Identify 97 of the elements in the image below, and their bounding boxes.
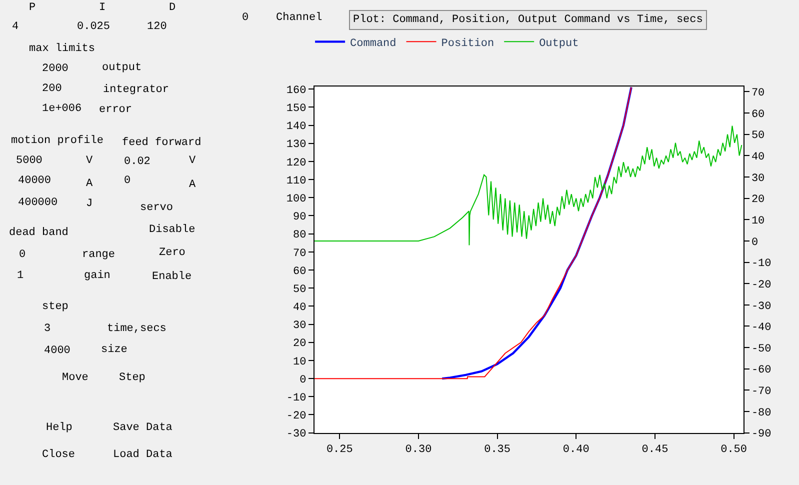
y-tick-label: 10 xyxy=(293,356,306,368)
x-tick-label: 0.45 xyxy=(642,444,668,456)
text: time,secs xyxy=(107,323,166,335)
text: 4 xyxy=(12,21,19,33)
y-tick-label: 90 xyxy=(293,212,306,224)
legend-label: Command xyxy=(350,38,396,50)
text: V xyxy=(189,155,196,167)
text: Step xyxy=(119,372,146,384)
y-tick-label: 80 xyxy=(293,230,306,242)
legend-label: Position xyxy=(441,38,494,50)
text: gain xyxy=(84,270,110,282)
text: Enable xyxy=(152,271,192,283)
x-tick-label: 0.50 xyxy=(720,444,747,456)
text: motion profile xyxy=(11,135,104,147)
text: size xyxy=(101,344,128,356)
line-series xyxy=(441,86,632,380)
text: 4000 xyxy=(44,345,70,357)
y-tick-label: 140 xyxy=(286,121,306,134)
text: A xyxy=(189,179,196,191)
text: 200 xyxy=(42,83,62,95)
y2-tick-label: -60 xyxy=(751,364,772,377)
y-tick-label: 0 xyxy=(300,374,306,386)
text: range xyxy=(82,249,116,261)
y2-tick-label: 20 xyxy=(751,194,765,206)
y-tick-label: 50 xyxy=(293,284,306,296)
y2-tick-label: 0 xyxy=(751,236,758,249)
text: Disable xyxy=(149,224,196,236)
text: Help xyxy=(46,422,72,434)
text: 3 xyxy=(44,323,51,335)
text: 2000 xyxy=(42,63,68,75)
y-tick-label: 70 xyxy=(293,248,306,260)
text: 120 xyxy=(147,21,167,33)
text: 1e+006 xyxy=(42,103,82,115)
text: J xyxy=(86,198,93,210)
text: 1 xyxy=(17,270,24,282)
text: 5000 xyxy=(16,155,42,167)
y-tick-label: 150 xyxy=(286,103,306,116)
y-tick-label: -10 xyxy=(286,392,306,405)
text: dead band xyxy=(9,227,68,239)
y-tick-label: 120 xyxy=(286,157,306,170)
y2-tick-label: -80 xyxy=(751,407,772,420)
text: I xyxy=(99,2,106,14)
text: step xyxy=(42,301,68,313)
text: Load Data xyxy=(113,449,173,461)
y2-tick-label: -90 xyxy=(751,428,772,441)
text: 0 xyxy=(19,249,26,261)
x-tick-label: 0.25 xyxy=(326,444,353,456)
text: feed forward xyxy=(122,137,202,149)
chart-title: Plot: Command, Position, Output Command vs Time, secs xyxy=(353,14,703,26)
x-tick-label: 0.40 xyxy=(562,444,590,456)
text: Move xyxy=(62,372,88,384)
y2-tick-label: -40 xyxy=(751,322,772,334)
text: output xyxy=(102,62,142,74)
y-tick-label: -20 xyxy=(286,410,306,423)
text: A xyxy=(86,178,93,190)
y-tick-label: 160 xyxy=(286,84,306,97)
x-tick-label: 0.35 xyxy=(484,444,511,456)
text: error xyxy=(99,104,132,116)
y-tick-label: -30 xyxy=(286,428,306,441)
text: max limits xyxy=(29,43,96,55)
y2-tick-label: 40 xyxy=(751,152,765,164)
text: Channel xyxy=(276,12,322,24)
text: 400000 xyxy=(18,197,58,209)
y2-tick-label: -50 xyxy=(751,343,772,356)
x-tick-label: 0.30 xyxy=(405,444,432,456)
legend-label: Output xyxy=(539,38,579,50)
text: Zero xyxy=(159,247,186,259)
y2-tick-label: 10 xyxy=(751,215,765,228)
text: 40000 xyxy=(18,175,52,187)
text: 0 xyxy=(124,175,131,187)
text: Save Data xyxy=(113,422,173,434)
y2-tick-label: 50 xyxy=(751,130,765,142)
text: V xyxy=(86,155,93,167)
y2-tick-label: 70 xyxy=(751,88,765,100)
y2-tick-label: -20 xyxy=(751,279,772,292)
text: D xyxy=(169,2,176,14)
y-tick-label: 100 xyxy=(286,193,306,206)
line-series xyxy=(314,125,742,246)
text: 0.025 xyxy=(77,21,110,33)
y-tick-label: 40 xyxy=(293,302,306,314)
y2-tick-label: -30 xyxy=(751,300,772,313)
y-tick-label: 20 xyxy=(293,338,306,350)
y-tick-label: 60 xyxy=(293,266,306,278)
text: P xyxy=(29,2,36,14)
y2-tick-label: -70 xyxy=(751,386,772,398)
text: Close xyxy=(42,449,76,461)
y2-tick-label: -10 xyxy=(751,258,772,270)
y2-tick-label: 30 xyxy=(751,172,765,185)
y-tick-label: 110 xyxy=(286,175,306,188)
text: integrator xyxy=(103,84,170,96)
text: 0.02 xyxy=(124,156,150,168)
text: 0 xyxy=(242,12,249,24)
y-tick-label: 130 xyxy=(286,139,306,152)
line-series xyxy=(314,86,632,380)
text: servo xyxy=(140,202,174,214)
y2-tick-label: 60 xyxy=(751,108,765,121)
y-tick-label: 30 xyxy=(293,320,306,332)
